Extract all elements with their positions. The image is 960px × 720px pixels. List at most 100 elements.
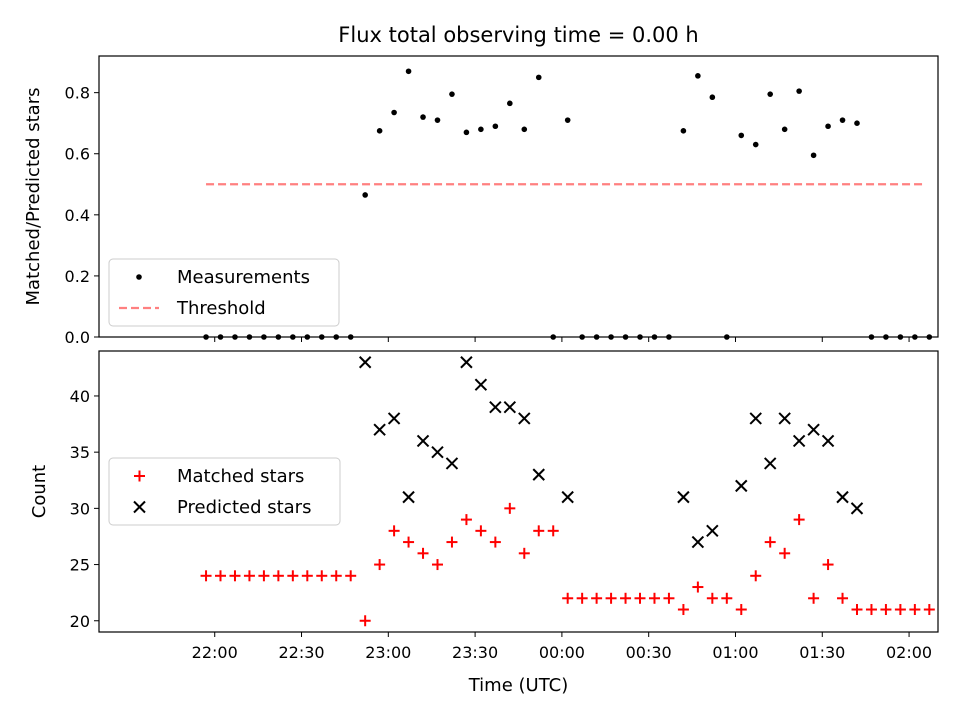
matched-star-point	[460, 514, 472, 526]
x-tick-label: 00:00	[539, 643, 585, 662]
matched-star-point	[200, 570, 212, 582]
matched-star-point	[605, 592, 617, 604]
measurement-point	[405, 68, 412, 75]
predicted-star-mark-b	[532, 468, 545, 481]
predicted-star-point	[850, 502, 864, 515]
measurement-point	[854, 120, 860, 126]
measurement-point	[449, 91, 455, 97]
predicted-star-mark-b	[358, 356, 372, 369]
matched-star-point	[648, 592, 660, 604]
matched-star-point	[576, 592, 588, 604]
matched-star-point	[793, 514, 805, 526]
matched-star-point	[750, 570, 762, 582]
matched-star-point	[779, 547, 791, 559]
matched-star-point	[518, 547, 530, 559]
matched-star-point	[403, 536, 415, 548]
predicted-star-point	[807, 423, 820, 436]
measurement-point	[839, 117, 846, 123]
legend-marker-measurements	[136, 274, 142, 280]
matched-star-point	[923, 604, 935, 616]
predicted-star-point	[561, 490, 574, 504]
predicted-star-point	[416, 434, 430, 448]
measurement-point	[478, 126, 484, 133]
matched-star-point	[229, 570, 241, 582]
y-axis-label: Matched/Predicted stars	[23, 88, 44, 306]
predicted-star-point	[706, 524, 719, 538]
x-tick-label: 00:30	[626, 643, 672, 662]
predicted-star-point	[373, 423, 386, 436]
matched-star-point	[359, 615, 371, 627]
matched-star-point	[547, 525, 559, 537]
matched-star-point	[272, 570, 284, 582]
legend-top: Measurements Threshold	[108, 258, 340, 327]
top-panel: Flux total observing time = 0.00 h 0.0 0.2…	[23, 23, 939, 347]
x-axis-label: Time (UTC)	[468, 675, 569, 696]
measurement-point	[391, 109, 397, 116]
measurement-point	[463, 129, 470, 136]
measurement-point	[376, 128, 383, 134]
measurement-point	[781, 126, 788, 133]
matched-star-point	[215, 570, 227, 582]
matched-star-point	[808, 592, 820, 604]
measurement-point	[507, 100, 513, 107]
matched-star-point	[692, 581, 704, 593]
measurement-point	[767, 91, 773, 97]
matched-star-point	[388, 525, 400, 537]
measurement-point	[564, 117, 571, 123]
legend-label-predicted: Predicted stars	[177, 497, 311, 518]
predicted-star-point	[402, 490, 415, 504]
predicted-star-point	[792, 434, 806, 448]
predicted-star-point	[763, 457, 777, 470]
predicted-star-point	[677, 490, 690, 504]
predicted-star-point	[445, 457, 459, 470]
y-tick-label: 0.4	[65, 206, 90, 225]
predicted-star-mark-b	[677, 490, 690, 504]
y-tick-label: 40	[70, 387, 90, 406]
matched-star-point	[374, 559, 386, 571]
predicted-star-mark-b	[691, 535, 705, 549]
predicted-star-point	[691, 535, 705, 549]
y-tick-label: 25	[70, 556, 90, 575]
measurement-point	[492, 123, 499, 130]
x-tick-label: 01:00	[712, 643, 758, 662]
legend-bottom: Matched stars Predicted stars	[108, 457, 341, 526]
predicted-star-point	[358, 356, 372, 369]
predicted-star-mark-b	[431, 445, 444, 459]
matched-star-point	[764, 536, 776, 548]
measurement-point	[535, 74, 542, 81]
measurement-point	[796, 88, 802, 94]
x-tick-label: 23:30	[452, 643, 498, 662]
matched-star-point	[316, 570, 328, 582]
predicted-star-point	[431, 445, 444, 459]
predicted-star-mark-b	[387, 412, 401, 425]
matched-star-point	[663, 592, 675, 604]
matched-star-point	[446, 536, 458, 548]
matched-star-point	[591, 592, 603, 604]
predicted-star-mark-b	[836, 490, 849, 504]
predicted-star-point	[387, 412, 401, 425]
predicted-star-mark-b	[792, 434, 806, 448]
predicted-star-mark-b	[445, 457, 459, 470]
predicted-star-mark-b	[518, 412, 531, 425]
matched-star-point	[417, 547, 429, 559]
matched-star-point	[533, 525, 545, 537]
predicted-star-mark-b	[850, 502, 864, 515]
predicted-star-point	[518, 412, 531, 425]
matched-star-point	[706, 592, 718, 604]
predicted-star-mark-b	[706, 524, 719, 538]
matched-star-point	[880, 604, 892, 616]
predicted-star-point	[821, 434, 835, 448]
predicted-star-point	[836, 490, 849, 504]
y-tick-label: 0.0	[65, 328, 90, 347]
matched-star-point	[894, 604, 906, 616]
x-tick-label: 22:00	[192, 643, 238, 662]
predicted-star-mark-b	[402, 490, 415, 504]
chart-title: Flux total observing time = 0.00 h	[338, 23, 698, 47]
matched-star-point	[837, 592, 849, 604]
top-plot-frame	[98, 55, 939, 338]
bottom-plot-frame	[98, 350, 939, 633]
predicted-star-mark-b	[474, 378, 488, 391]
measurement-point	[362, 192, 368, 198]
predicted-star-point	[460, 356, 473, 369]
